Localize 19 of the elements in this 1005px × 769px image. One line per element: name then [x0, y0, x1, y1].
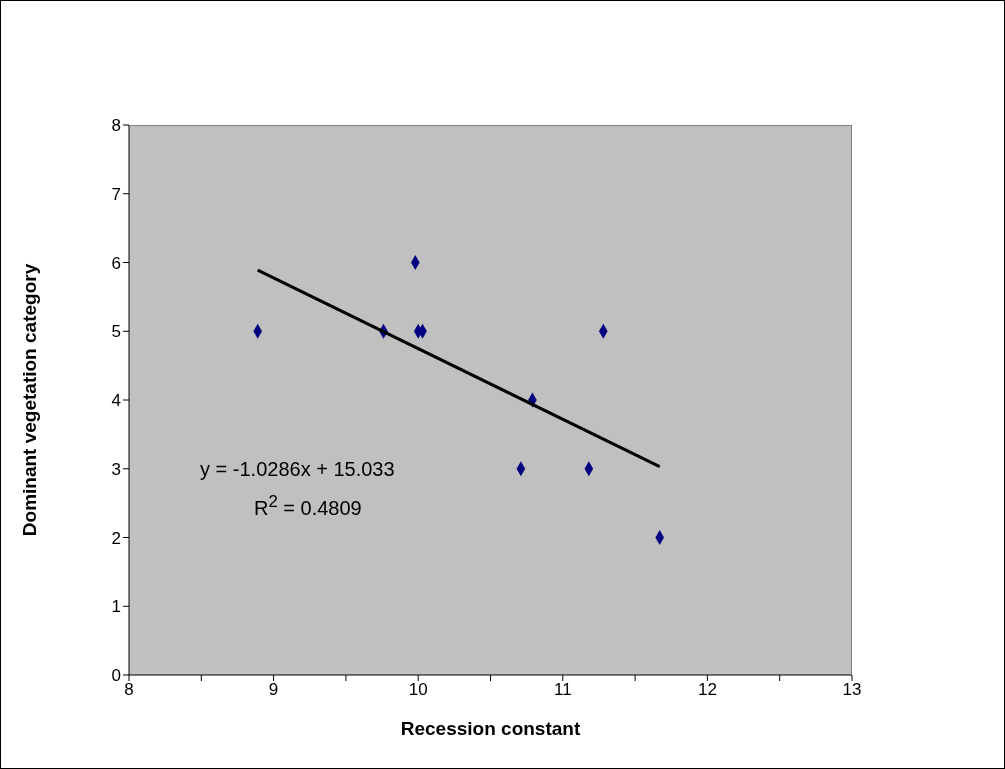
y-axis-title: Dominant vegetation category	[18, 263, 40, 537]
annotation: R$^{2}$ = 0.4809	[254, 492, 362, 520]
x-tick-label: 11	[553, 680, 572, 700]
y-tick-label: 2	[111, 528, 121, 548]
y-tick-label: 8	[111, 116, 121, 136]
annotation: y = -1.0286x + 15.033	[200, 458, 395, 481]
y-tick-label: 7	[111, 184, 121, 204]
y-tick-label: 0	[111, 666, 121, 686]
y-tick-label: 4	[111, 391, 121, 411]
x-axis-title: Recession constant	[400, 718, 581, 739]
x-tick-label: 9	[268, 680, 279, 700]
x-tick-label: 13	[842, 680, 862, 700]
y-tick-label: 3	[111, 459, 121, 479]
x-tick-label: 10	[408, 680, 428, 700]
x-tick-label: 12	[697, 680, 717, 700]
y-tick-label: 5	[111, 322, 121, 342]
y-tick-label: 1	[111, 597, 121, 617]
y-tick-label: 6	[111, 253, 121, 273]
x-tick-label: 8	[124, 680, 134, 700]
